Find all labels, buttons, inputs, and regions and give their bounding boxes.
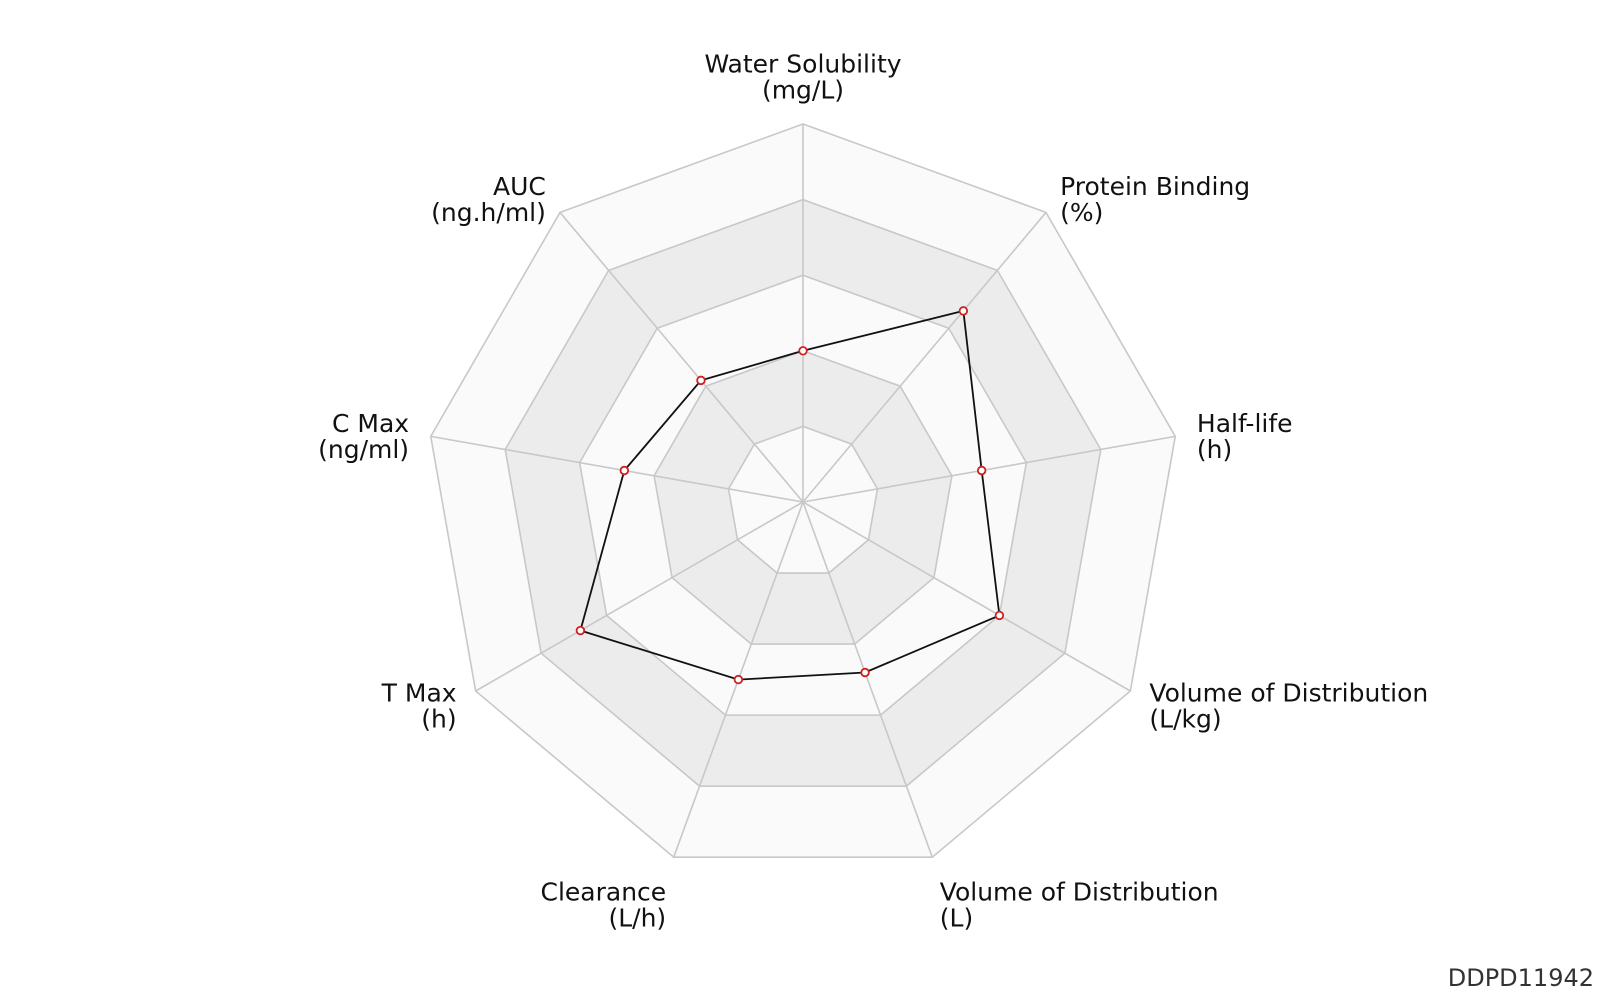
- axis-unit-6: (h): [421, 704, 456, 733]
- data-point-6: [575, 625, 586, 636]
- drug-id: DDPD11942: [1447, 964, 1594, 992]
- axis-unit-8: (ng.h/ml): [431, 198, 546, 227]
- axis-label-2: Half-life: [1197, 409, 1293, 438]
- data-point-2: [976, 465, 987, 476]
- axis-label-4: Volume of Distribution: [940, 877, 1219, 906]
- axis-spoke-3: [802, 501, 1131, 692]
- data-point-7: [619, 465, 630, 476]
- axis-unit-0: (mg/L): [762, 75, 844, 104]
- data-point-0: [798, 346, 808, 356]
- data-point-1: [958, 306, 969, 316]
- data-point-8: [696, 375, 706, 386]
- data-point-3: [994, 610, 1005, 621]
- axis-spoke-6: [475, 501, 804, 692]
- series-line: [579, 309, 1001, 681]
- data-point-5: [733, 674, 744, 685]
- axis-label-1: Protein Binding: [1060, 172, 1250, 201]
- axis-label-5: Clearance: [541, 877, 667, 906]
- axis-unit-3: (L/kg): [1149, 704, 1221, 733]
- axis-unit-7: (ng/ml): [318, 435, 409, 464]
- axis-label-0: Water Solubility: [704, 49, 901, 78]
- axis-spoke-7: [430, 435, 804, 503]
- axis-spoke-4: [802, 501, 934, 858]
- axis-unit-1: (%): [1060, 198, 1103, 227]
- axis-label-6: T Max: [381, 678, 457, 707]
- axis-unit-5: (L/h): [608, 903, 666, 932]
- axis-label-7: C Max: [332, 409, 409, 438]
- axis-spoke-2: [802, 435, 1176, 503]
- axis-spoke-8: [559, 211, 804, 503]
- axis-unit-2: (h): [1197, 435, 1232, 464]
- data-point-4: [860, 667, 870, 678]
- axis-spoke-1: [802, 211, 1047, 503]
- axis-label-8: AUC: [493, 172, 546, 201]
- axis-unit-4: (L): [940, 903, 973, 932]
- axis-label-3: Volume of Distribution: [1149, 678, 1428, 707]
